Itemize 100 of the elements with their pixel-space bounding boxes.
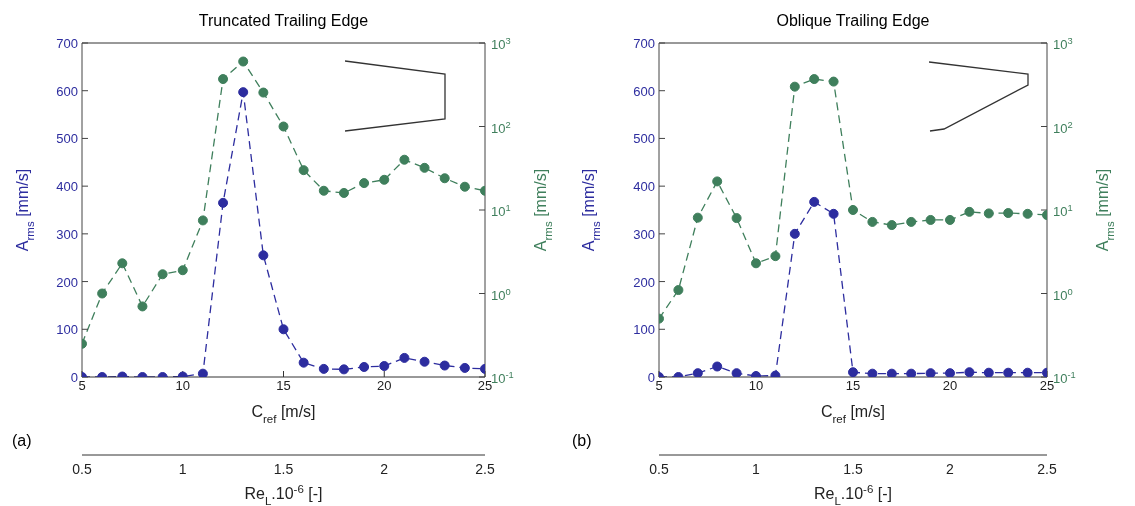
point (399, 154, 410, 165)
y-tick-label: 200 (56, 274, 78, 290)
point (278, 324, 289, 335)
y-tick-label: 200 (633, 274, 655, 290)
x2-tick-label: 0.5 (72, 461, 92, 477)
point (809, 74, 820, 85)
point (867, 368, 878, 377)
text: (a) (12, 432, 32, 450)
point (925, 368, 936, 377)
point (238, 87, 249, 98)
x-tick-label: 15 (845, 378, 861, 393)
point (298, 165, 309, 176)
point (439, 360, 450, 371)
point (298, 357, 309, 368)
x2-tick-label: 1.5 (843, 461, 863, 477)
x2-tick-label: 2 (380, 461, 389, 477)
point (848, 205, 858, 215)
point (197, 368, 208, 377)
y-tick-label: 500 (633, 131, 655, 147)
point (238, 56, 249, 67)
y-tick-label: 100 (633, 322, 655, 338)
point (809, 196, 820, 207)
y2-tick-label: 10$^{3}$ (1053, 36, 1073, 52)
point (97, 288, 108, 299)
x2-tick-label: 2 (946, 461, 955, 477)
point (1003, 367, 1014, 377)
y-tick-label: 400 (633, 179, 655, 195)
point (964, 367, 975, 377)
point (197, 215, 208, 226)
point (359, 361, 370, 372)
y-tick-label: 400 (56, 179, 78, 195)
point (751, 258, 761, 269)
point (964, 206, 975, 217)
y2-tick-label: 10$^{0}$ (491, 286, 511, 303)
y-tick-label: 100 (56, 322, 78, 338)
x-tick-label: 5 (78, 378, 86, 393)
x2-tick-label: 0.5 (649, 461, 669, 477)
point (459, 181, 470, 192)
x-tick-label: 25 (477, 378, 493, 393)
x-tick-label: 25 (1039, 378, 1055, 393)
x-tick-label: 20 (942, 378, 958, 393)
point (399, 352, 410, 363)
chart-title: Oblique Trailing Edge (775, 11, 931, 31)
x-tick-label: 5 (655, 378, 663, 393)
point (828, 208, 839, 219)
y2-tick-label: 10$^{1}$ (1053, 203, 1073, 219)
point (177, 265, 188, 276)
point (379, 361, 390, 372)
chart-title: Truncated Trailing Edge (197, 11, 370, 31)
point (359, 178, 370, 189)
x2-axis-title: Re$_{L}$.10$^{-6}$ [-] (813, 483, 893, 506)
point (459, 362, 470, 373)
y2-tick-label: 10$^{3}$ (491, 36, 511, 52)
point (673, 285, 684, 296)
text: (b) (572, 432, 592, 450)
y-tick-label: 700 (633, 36, 655, 51)
x2-tick-label: 1.5 (273, 461, 294, 477)
y-tick-label: 0 (70, 370, 78, 385)
point (419, 356, 430, 367)
point (789, 228, 800, 239)
point (945, 368, 955, 377)
x2-tick-label: 2.5 (475, 461, 495, 477)
y-tick-label: 300 (633, 226, 655, 242)
point (258, 250, 269, 261)
x-axis-title: C$_{ref}$ [m/s] (251, 403, 316, 425)
point (1022, 208, 1033, 219)
point (983, 367, 994, 377)
y-tick-label: 500 (56, 131, 78, 147)
point (338, 187, 349, 198)
point (137, 301, 148, 312)
y2-tick-label: 10$^{2}$ (1053, 119, 1073, 136)
y2-tick-label: 10$^{-1}$ (1053, 370, 1076, 386)
point (906, 216, 917, 227)
point (925, 214, 936, 225)
y-tick-label: 300 (56, 226, 78, 242)
x2-tick-label: 1 (178, 461, 187, 477)
point (1022, 367, 1033, 377)
x-tick-label: 10 (748, 378, 764, 393)
x-tick-label: 15 (276, 378, 291, 393)
y-tick-label: 600 (56, 83, 78, 99)
point (983, 208, 994, 219)
point (712, 176, 723, 187)
point (338, 364, 349, 375)
y-tick-label: 700 (56, 36, 78, 51)
y2-tick-label: 10$^{1}$ (491, 203, 511, 219)
y2-tick-label: 10$^{2}$ (491, 119, 511, 136)
point (789, 81, 800, 92)
y2-tick-label: 10$^{0}$ (1053, 286, 1073, 303)
point (318, 363, 329, 374)
point (906, 368, 917, 377)
point (439, 173, 450, 184)
point (379, 174, 390, 185)
x-tick-label: 10 (175, 378, 190, 393)
point (278, 121, 289, 132)
point (886, 368, 897, 377)
x2-tick-label: 1 (752, 461, 761, 477)
y-tick-label: 600 (633, 83, 655, 99)
point (828, 76, 839, 87)
point (731, 368, 742, 377)
point (258, 87, 269, 98)
